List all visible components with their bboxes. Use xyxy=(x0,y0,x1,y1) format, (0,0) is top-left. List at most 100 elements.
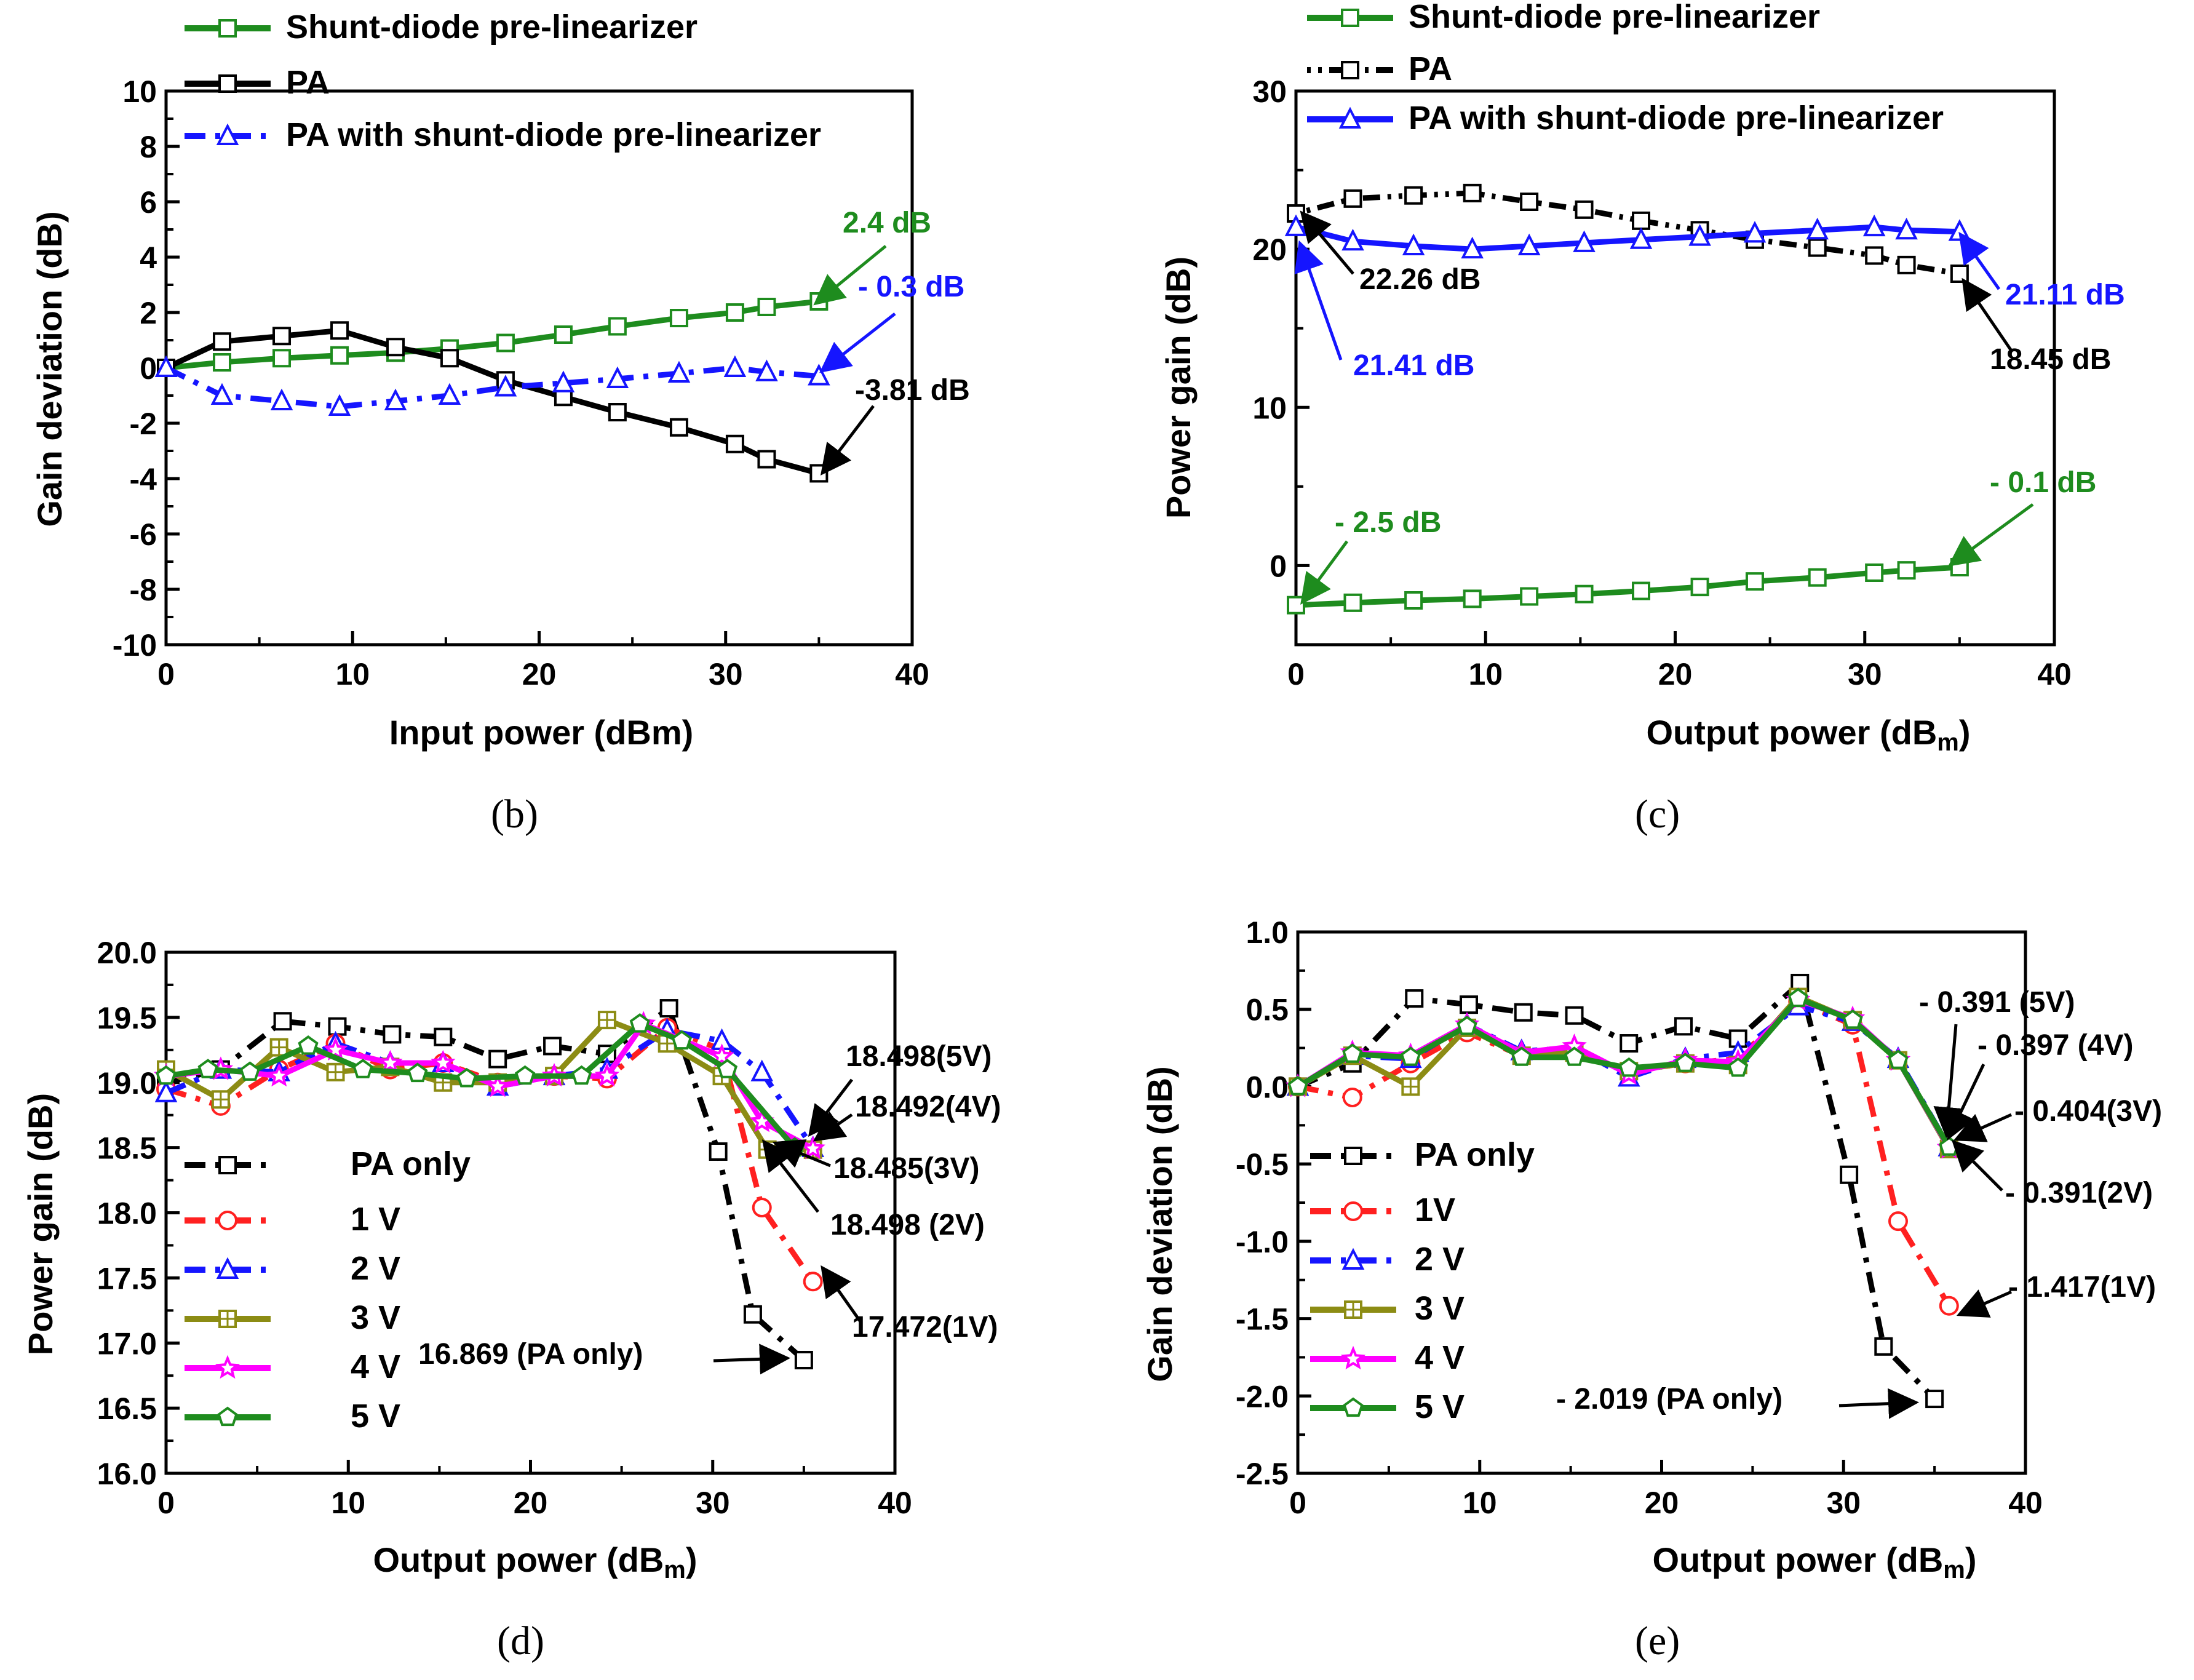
data-point xyxy=(1925,1390,1944,1409)
legend-label: PA xyxy=(286,64,330,101)
y-tick-label: 0 xyxy=(140,351,157,386)
data-point xyxy=(154,355,178,377)
data-point xyxy=(456,1067,477,1088)
plot-c: 0 10 20 30 40 0 10 20 30 Output power (dBm) Power … xyxy=(1159,0,2125,837)
data-point xyxy=(1743,221,1767,243)
annotation-label: 21.11 dB xyxy=(2005,279,2125,311)
data-point xyxy=(496,333,515,352)
legend-label: PA only xyxy=(1415,1136,1535,1173)
data-point xyxy=(438,383,461,405)
data-point xyxy=(384,388,407,410)
x-tick-label: 0 xyxy=(1289,1486,1306,1520)
y-tick-label: 18.0 xyxy=(97,1196,157,1231)
y-axis-label: Gain deviation (dB) xyxy=(30,211,69,527)
x-axis-label: Output power (dBm) xyxy=(1652,1540,1976,1583)
data-point xyxy=(803,1272,823,1292)
data-point xyxy=(494,375,517,397)
annotation-label: - 0.397 (4V) xyxy=(1977,1029,2133,1062)
annotation-label: - 0.391 (5V) xyxy=(1919,986,2075,1019)
y-tick-label: -0.5 xyxy=(1236,1147,1289,1182)
y-tick-label: -1.5 xyxy=(1236,1302,1289,1337)
data-point xyxy=(1342,1088,1362,1108)
y-tick-label: 20.0 xyxy=(97,936,157,970)
data-point xyxy=(378,1049,403,1074)
legend-label: 1V xyxy=(1415,1192,1455,1228)
annotation-label: 17.472(1V) xyxy=(852,1311,998,1344)
annotation-label: 18.492(4V) xyxy=(855,1091,1001,1123)
annotation-arrow xyxy=(813,1111,853,1142)
legend-label: 3 V xyxy=(351,1299,400,1336)
series-line xyxy=(1295,190,1960,277)
annotation-label: - 0.404(3V) xyxy=(2014,1095,2162,1128)
annotation-arrow xyxy=(813,245,887,306)
annotation-label: - 2.019 (PA only) xyxy=(1556,1383,1783,1415)
x-axis-label: Output power (dBm) xyxy=(373,1540,697,1583)
data-point xyxy=(1343,593,1362,612)
data-point xyxy=(667,360,691,383)
legend-marker xyxy=(218,19,237,38)
legend-marker xyxy=(216,1257,239,1279)
data-point xyxy=(1865,563,1884,582)
data-point xyxy=(725,303,744,322)
data-point xyxy=(669,309,688,327)
legend-marker xyxy=(218,1211,237,1230)
annotation-arrow xyxy=(1953,1113,2013,1142)
data-point xyxy=(1787,987,1808,1008)
x-axis-label-main: Output power (dB xyxy=(373,1540,664,1579)
data-point xyxy=(1565,1006,1584,1025)
data-point xyxy=(594,1063,619,1087)
annotation-arrow xyxy=(1958,231,2001,290)
annotation-label: 22.26 dB xyxy=(1359,263,1481,296)
annotation-label: - 0.1 dB xyxy=(1990,466,2096,499)
series-line xyxy=(1297,980,1937,1401)
y-axis-label: Power gain (dB) xyxy=(21,1093,60,1355)
series-line xyxy=(165,298,819,371)
x-tick-label: 30 xyxy=(696,1486,730,1520)
data-point xyxy=(608,317,627,336)
y-tick-label: 8 xyxy=(140,130,157,164)
plot-frame xyxy=(164,89,914,647)
data-point xyxy=(488,1049,507,1069)
data-point xyxy=(270,388,293,410)
data-point xyxy=(1865,246,1884,265)
data-point xyxy=(1862,214,1886,237)
y-axis-label: Gain deviation (dB) xyxy=(1140,1066,1179,1382)
data-point xyxy=(328,1017,347,1036)
annotation-label: - 1.417(1V) xyxy=(2008,1271,2156,1304)
x-tick-label: 10 xyxy=(1463,1486,1497,1520)
plot-d: 0 10 20 30 40 16.0 16.5 17.0 17.5 18.0 18.5 19.0 19.… xyxy=(21,936,1001,1663)
data-point xyxy=(1618,1057,1639,1077)
data-point xyxy=(1728,1057,1749,1077)
data-point xyxy=(1950,265,1969,283)
x-tick-label: 20 xyxy=(522,657,557,691)
annotation-arrow xyxy=(1294,240,1343,360)
legend-marker xyxy=(216,123,239,145)
legend-marker xyxy=(1343,1201,1363,1221)
legend-marker xyxy=(218,74,237,93)
data-point xyxy=(1888,1211,1908,1232)
y-tick-label: 10 xyxy=(122,74,157,109)
data-point xyxy=(808,364,830,386)
data-point xyxy=(1939,1296,1959,1316)
y-tick-label: 19.0 xyxy=(97,1066,157,1101)
y-tick-label: 10 xyxy=(1252,391,1287,425)
data-point xyxy=(1573,230,1596,252)
data-point xyxy=(1517,233,1541,255)
data-point xyxy=(1461,236,1484,259)
data-point xyxy=(239,1061,260,1081)
x-axis-label-tail: ) xyxy=(1965,1540,1977,1579)
data-point xyxy=(1806,217,1829,240)
data-point xyxy=(1520,587,1539,606)
x-tick-label: 30 xyxy=(709,657,743,691)
data-point xyxy=(266,1063,292,1087)
data-point xyxy=(1745,572,1764,591)
data-point xyxy=(1632,581,1651,600)
data-point xyxy=(608,403,627,421)
data-point xyxy=(1404,591,1423,610)
legend-label: PA only xyxy=(351,1145,471,1182)
data-point xyxy=(1463,589,1482,608)
x-tick-label: 10 xyxy=(1468,657,1503,691)
data-point xyxy=(1897,561,1916,580)
x-tick-label: 20 xyxy=(1645,1486,1679,1520)
data-point xyxy=(1575,584,1594,603)
